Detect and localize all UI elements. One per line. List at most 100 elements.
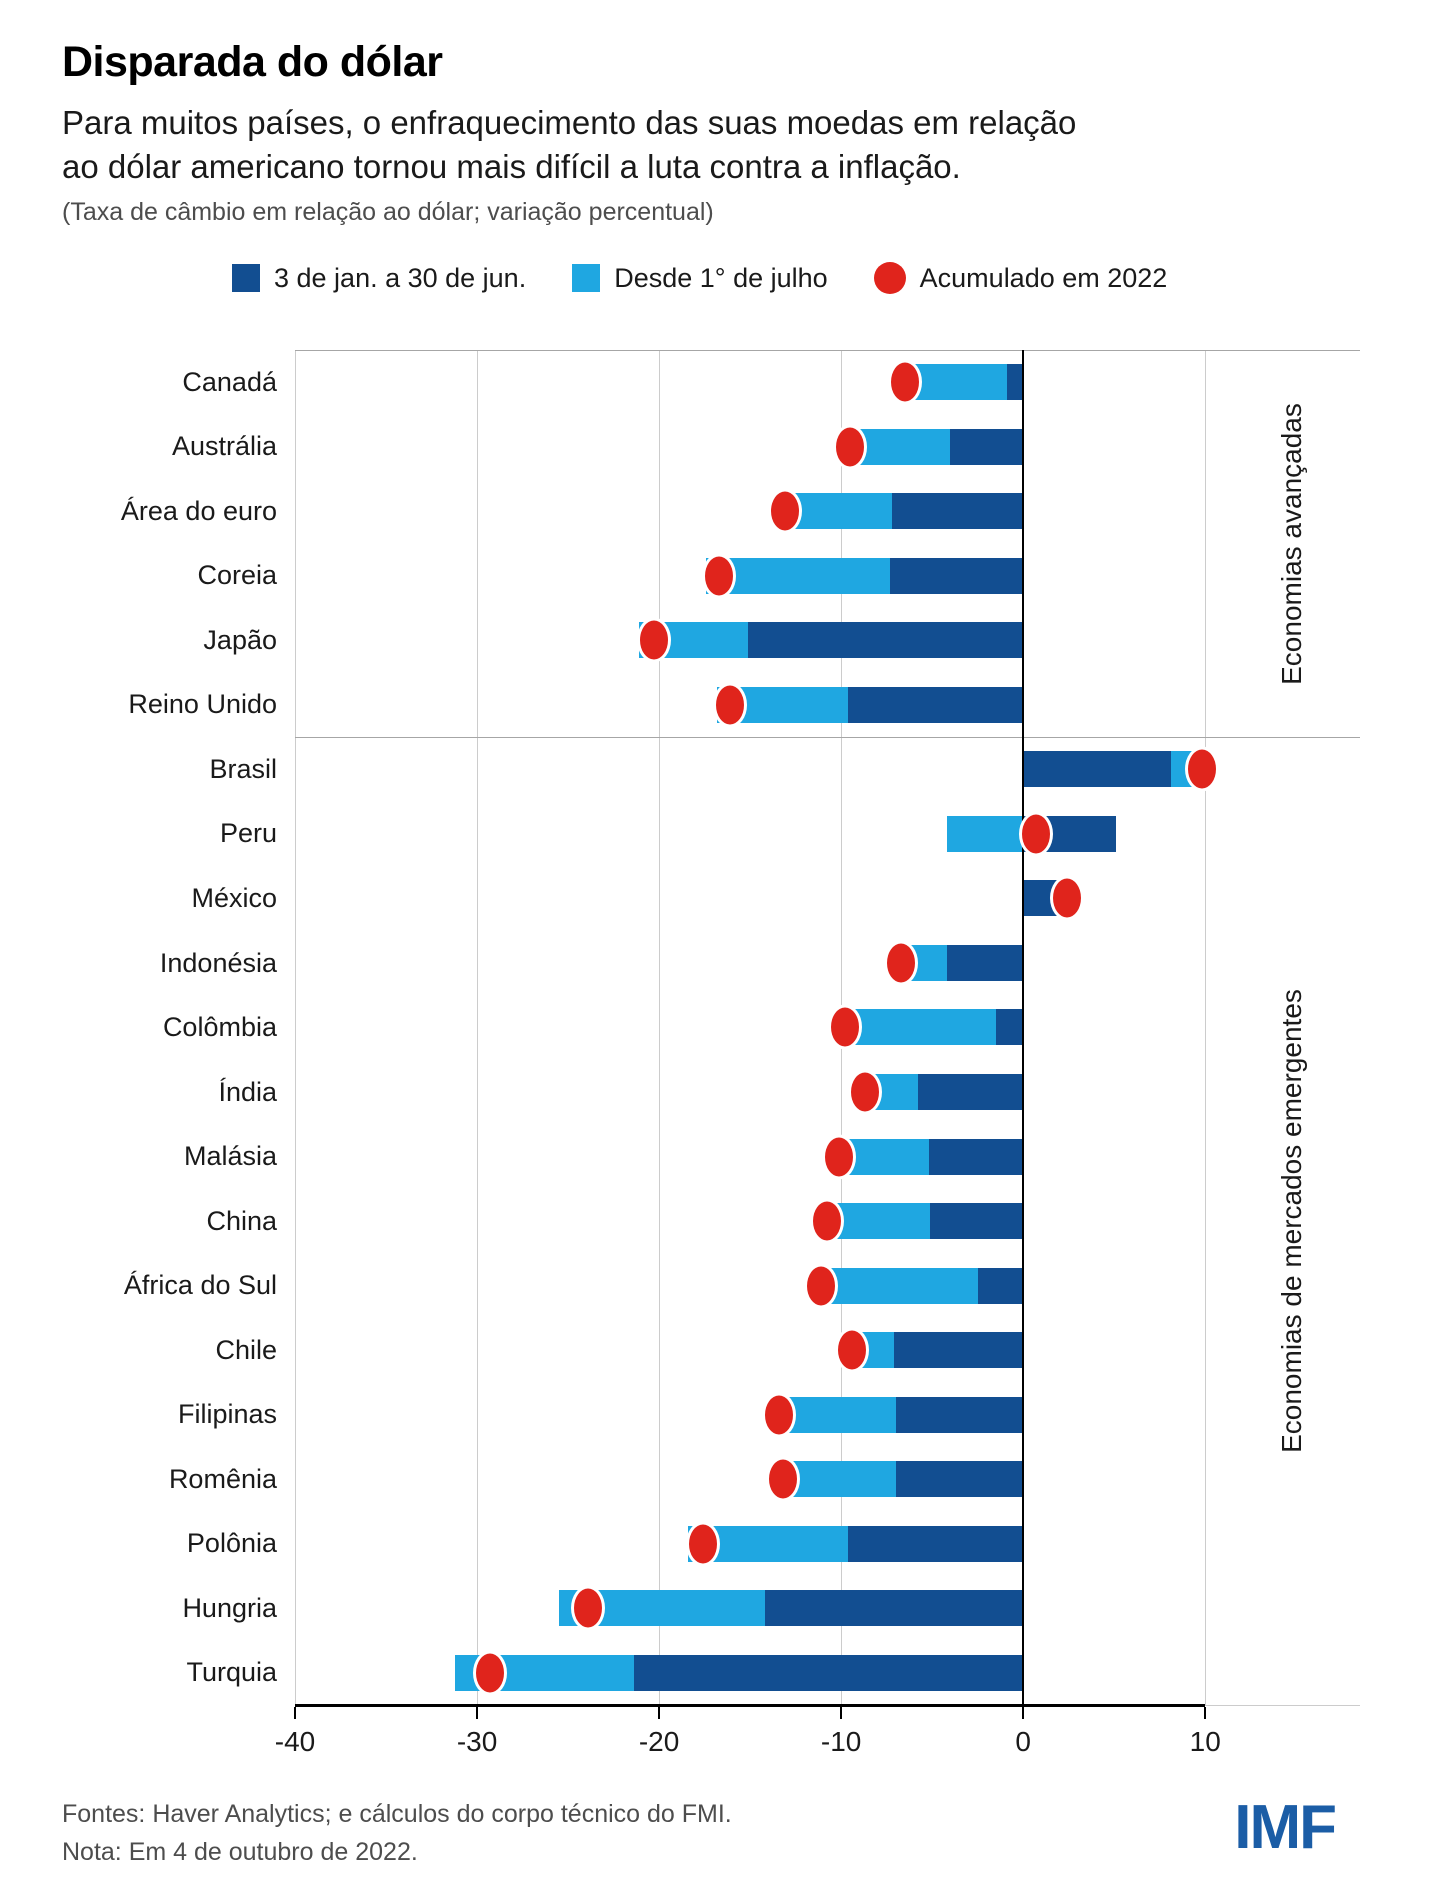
- cumulative-dot: [685, 1521, 720, 1567]
- country-labels: Canadá Austrália Área do euro Coreia Japão Re…: [62, 350, 295, 1705]
- tick-label-10: 10: [1189, 1726, 1221, 1757]
- bar-row-Canadá: [295, 350, 1360, 415]
- dark-segment: [892, 493, 1024, 530]
- legend-item-acumulado: Acumulado em 2022: [873, 262, 1167, 294]
- dark-segment: [895, 1396, 1024, 1433]
- dark-segment: [890, 557, 1024, 594]
- gridline-10: [1205, 350, 1207, 1705]
- header: Disparada do dólar Para muitos países, o…: [62, 38, 1372, 227]
- chart-legend: 3 de jan. a 30 de jun. Desde 1° de julho…: [232, 262, 1167, 294]
- country-label-6: Reino Unido: [128, 689, 277, 720]
- cumulative-dot: [762, 1392, 797, 1438]
- cumulative-dot: [1018, 811, 1053, 857]
- bar-row-Índia: [295, 1060, 1360, 1125]
- cumulative-dot: [767, 488, 802, 534]
- tick-0: [1022, 1707, 1025, 1719]
- cumulative-dot: [827, 1004, 862, 1050]
- cumulative-dot: [1184, 746, 1219, 792]
- dark-segment: [928, 1138, 1024, 1175]
- country-label-17: Filipinas: [177, 1399, 277, 1430]
- dark-segment: [848, 686, 1024, 723]
- country-label-16: Chile: [215, 1334, 277, 1365]
- page-title: Disparada do dólar: [62, 38, 443, 86]
- tick-label-0: 0: [1015, 1726, 1031, 1757]
- country-label-4: Coreia: [197, 560, 277, 591]
- dark-segment: [748, 622, 1024, 659]
- subtitle: Para muitos países, o enfraquecimento da…: [62, 104, 1077, 185]
- legend-item-jan-jun: 3 de jan. a 30 de jun.: [232, 263, 526, 294]
- group-label-text: Economias de mercados emergentes: [1275, 989, 1307, 1453]
- country-label-21: Turquia: [186, 1657, 277, 1688]
- cumulative-dot: [713, 682, 748, 728]
- dark-segment: [893, 1332, 1024, 1369]
- cumulative-dot: [804, 1263, 839, 1309]
- bar-row-Área do euro: [295, 479, 1360, 544]
- dark-segment: [764, 1590, 1024, 1627]
- country-label-19: Polônia: [186, 1528, 277, 1559]
- country-label-2: Austrália: [171, 431, 277, 462]
- sources-text: Fontes: Haver Analytics; e cálculos do c…: [62, 1800, 732, 1828]
- cumulative-dot: [835, 1327, 870, 1373]
- dark-segment: [950, 428, 1024, 465]
- dark-segment: [633, 1654, 1024, 1691]
- bar-row-Malásia: [295, 1124, 1360, 1189]
- country-label-18: Romênia: [168, 1463, 277, 1494]
- cumulative-dot: [884, 940, 919, 986]
- bar-row-México: [295, 866, 1360, 931]
- bar-row-Romênia: [295, 1447, 1360, 1512]
- legend-item-desde-julho: Desde 1° de julho: [572, 262, 828, 294]
- bar-row-Japão: [295, 608, 1360, 673]
- bar-row-Chile: [295, 1318, 1360, 1383]
- plot-top-border: [295, 350, 1360, 351]
- country-label-8: Peru: [219, 818, 277, 849]
- country-label-11: Colômbia: [162, 1012, 277, 1043]
- bar-row-Reino Unido: [295, 673, 1360, 738]
- tick--10: [840, 1707, 843, 1719]
- plot-area: Economias avançadas Economias de mercados…: [295, 350, 1360, 1705]
- bar-row-Austrália: [295, 415, 1360, 480]
- dark-segment: [930, 1203, 1024, 1240]
- section-separator: [295, 737, 1360, 739]
- country-label-1: Canadá: [182, 366, 277, 397]
- tick-label--10: -10: [820, 1726, 862, 1757]
- bar-row-Turquia: [295, 1640, 1360, 1705]
- cumulative-dot: [887, 359, 922, 405]
- bar-row-Brasil: [295, 737, 1360, 802]
- country-label-9: México: [191, 883, 277, 914]
- bar-row-China: [295, 1189, 1360, 1254]
- country-label-20: Hungria: [182, 1592, 277, 1623]
- cumulative-dot: [833, 424, 868, 470]
- bar-row-Colômbia: [295, 995, 1360, 1060]
- cumulative-dot: [472, 1650, 507, 1696]
- country-label-7: Brasil: [209, 753, 277, 784]
- dark-segment: [995, 1009, 1024, 1046]
- dark-blue-swatch-icon: [232, 264, 260, 292]
- dark-segment: [1023, 751, 1171, 788]
- bar-row-Peru: [295, 802, 1360, 867]
- dark-segment: [917, 1074, 1024, 1110]
- bar-row-Coreia: [295, 544, 1360, 609]
- tick-label--30: -30: [456, 1726, 498, 1757]
- note-text: Nota: Em 4 de outubro de 2022.: [62, 1837, 418, 1866]
- imf-logo: IMF: [1234, 1793, 1337, 1862]
- dark-segment: [848, 1525, 1024, 1562]
- country-label-12: Índia: [218, 1076, 277, 1107]
- axis-line: [295, 1704, 1206, 1707]
- tick-label--40: -40: [274, 1726, 316, 1757]
- cumulative-dot: [571, 1585, 606, 1631]
- tick-label--20: -20: [638, 1726, 680, 1757]
- unit-caption: (Taxa de câmbio em relação ao dólar; var…: [62, 198, 714, 227]
- tick--30: [476, 1707, 479, 1719]
- bar-row-Polônia: [295, 1511, 1360, 1576]
- cumulative-dot: [809, 1198, 844, 1244]
- cumulative-dot: [636, 617, 671, 663]
- bar-chart: Canadá Austrália Área do euro Coreia Japão Re…: [62, 350, 1360, 1705]
- light-blue-swatch-icon: [572, 264, 601, 292]
- legend-label: 3 de jan. a 30 de jun.: [274, 262, 527, 293]
- legend-label: Desde 1° de julho: [614, 262, 828, 293]
- cumulative-dot: [702, 553, 737, 599]
- tick--20: [658, 1707, 661, 1719]
- bar-row-Filipinas: [295, 1382, 1360, 1447]
- bar-row-Hungria: [295, 1576, 1360, 1641]
